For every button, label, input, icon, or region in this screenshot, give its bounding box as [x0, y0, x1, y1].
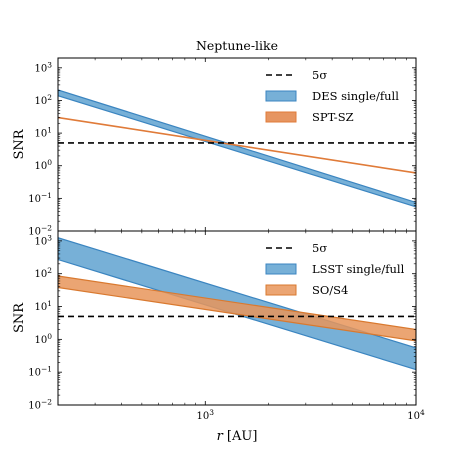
- y-tick-label: 101: [34, 299, 52, 313]
- chart-title: Neptune-like: [196, 38, 278, 53]
- band-des-single-full: [58, 89, 416, 208]
- plot-frame: [57, 230, 417, 406]
- x-tick-label: 104: [407, 408, 425, 422]
- y-tick-label: 10−2: [28, 224, 52, 238]
- y-axis-label: SNR: [12, 302, 27, 333]
- y-tick-label: 100: [34, 158, 52, 172]
- panel-top: 10−2 10−1 100 101 102 103 Neptune-like SNR 5σ DES…: [12, 38, 417, 238]
- legend-swatch-so-s4: [265, 284, 297, 296]
- panel-bottom: 10−2 10−1 100 101 102 103 103 104 SNR r [AU] 5σ LSS…: [12, 230, 425, 444]
- y-tick-label: 102: [34, 93, 52, 107]
- y-tick-label: 10−1: [28, 365, 52, 379]
- y-tick-label: 103: [34, 233, 52, 247]
- legend-swatch-des-single-full: [265, 90, 297, 102]
- legend-label-lsst-single-full: LSST single/full: [312, 262, 405, 276]
- legend: 5σ DES single/full SPT-SZ: [265, 68, 399, 124]
- y-axis-label: SNR: [12, 128, 27, 159]
- y-tick-label: 10−1: [28, 191, 52, 205]
- legend-label-5: 5σ: [312, 241, 327, 255]
- y-tick-label: 103: [34, 60, 52, 74]
- legend-swatch-spt-sz: [265, 111, 297, 123]
- legend-label-5: 5σ: [312, 68, 327, 82]
- legend-label-des-single-full: DES single/full: [312, 89, 399, 103]
- legend-label-so-s4: SO/S4: [312, 283, 348, 297]
- legend-swatch-lsst-single-full: [265, 263, 297, 275]
- y-tick-label: 10−2: [28, 398, 52, 412]
- legend: 5σ LSST single/full SO/S4: [265, 241, 405, 297]
- legend-label-spt-sz: SPT-SZ: [312, 110, 354, 124]
- y-tick-label: 100: [34, 332, 52, 346]
- plot-area: [58, 89, 416, 208]
- plot-area: [58, 237, 416, 371]
- band-so-s4: [58, 275, 416, 342]
- x-tick-label: 103: [197, 408, 215, 422]
- x-axis-label: r [AU]: [217, 429, 258, 444]
- y-tick-label: 102: [34, 266, 52, 280]
- line-spt-sz: [58, 116, 416, 174]
- y-tick-label: 101: [34, 126, 52, 140]
